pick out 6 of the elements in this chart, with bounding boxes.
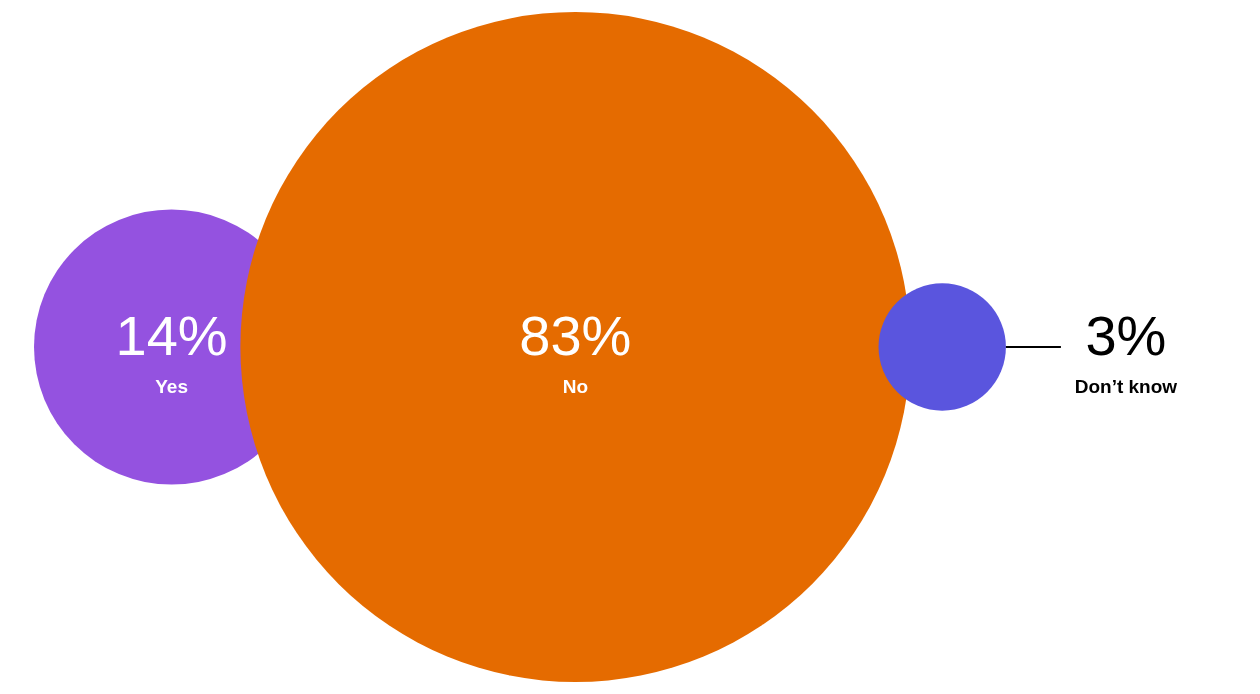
data-label: 3% (1085, 304, 1167, 367)
category-label: Yes (155, 376, 188, 397)
data-label: 83% (519, 304, 632, 367)
category-label: Don’t know (1074, 376, 1178, 397)
category-label: No (562, 376, 589, 397)
data-label: 14% (115, 304, 228, 367)
